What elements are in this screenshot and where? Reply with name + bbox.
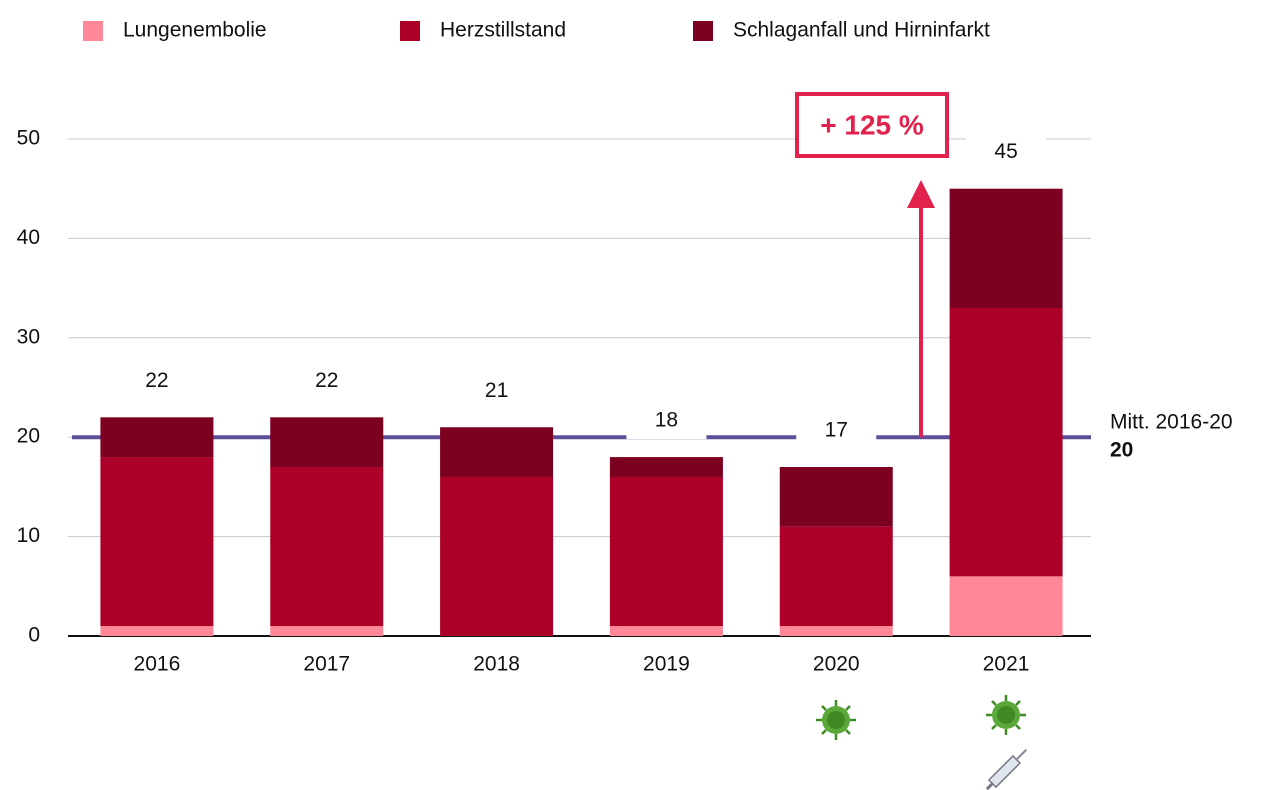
x-tick-label: 2019	[643, 653, 690, 676]
legend-label: Herzstillstand	[440, 19, 566, 42]
bar-segment	[440, 427, 554, 477]
annotation: + 125 %	[820, 109, 924, 140]
total-label-bg	[116, 363, 197, 400]
total-label-bg	[796, 413, 877, 450]
total-label-bg	[286, 363, 367, 400]
bar-segment	[779, 626, 893, 636]
mean-value-label: 20	[1110, 439, 1133, 462]
annotation-arrowhead	[907, 180, 935, 208]
x-tick-label: 2021	[983, 653, 1030, 676]
legend-swatch	[693, 21, 713, 41]
bar-segment	[949, 188, 1063, 308]
bar-segment	[609, 476, 723, 627]
bar-segment	[100, 626, 214, 636]
legend-label: Lungenembolie	[123, 19, 267, 42]
bar-segment	[949, 307, 1063, 577]
syringe-icon	[985, 748, 1028, 790]
total-label: 22	[315, 369, 338, 392]
mean-label: Mitt. 2016-20	[1110, 411, 1233, 434]
bar-segment	[779, 526, 893, 627]
bar-segment	[949, 576, 1063, 636]
total-label-bg	[456, 373, 537, 410]
total-label: 21	[485, 379, 508, 402]
bar-segment	[270, 467, 384, 627]
x-tick-label: 2020	[813, 653, 860, 676]
bar-segment	[100, 417, 214, 458]
legend-swatch	[83, 21, 103, 41]
x-tick-label: 2017	[303, 653, 350, 676]
legend-swatch	[400, 21, 420, 41]
total-label: 17	[825, 419, 848, 442]
virus-icon	[816, 700, 856, 740]
x-tick-label: 2018	[473, 653, 520, 676]
bar-segment	[609, 457, 723, 477]
total-label: 22	[145, 369, 168, 392]
y-tick-label: 20	[17, 425, 40, 448]
bar-segment	[270, 417, 384, 468]
bar-segment	[609, 626, 723, 636]
y-tick-label: 40	[17, 226, 40, 249]
bar-segment	[270, 626, 384, 636]
y-tick-label: 50	[17, 127, 40, 150]
total-label: 45	[994, 140, 1017, 163]
y-tick-label: 0	[28, 624, 40, 647]
x-tick-label: 2016	[134, 653, 181, 676]
virus-icon	[986, 695, 1026, 735]
y-tick-label: 30	[17, 325, 40, 348]
total-label-bg	[966, 134, 1047, 171]
legend-label: Schlaganfall und Hirninfarkt	[733, 19, 990, 42]
total-label: 18	[655, 409, 678, 432]
y-tick-label: 10	[17, 524, 40, 547]
bar-segment	[440, 476, 554, 636]
annotation-box	[795, 92, 949, 158]
bar-segment	[779, 467, 893, 527]
total-label-bg	[626, 403, 707, 440]
bar-segment	[100, 457, 214, 627]
